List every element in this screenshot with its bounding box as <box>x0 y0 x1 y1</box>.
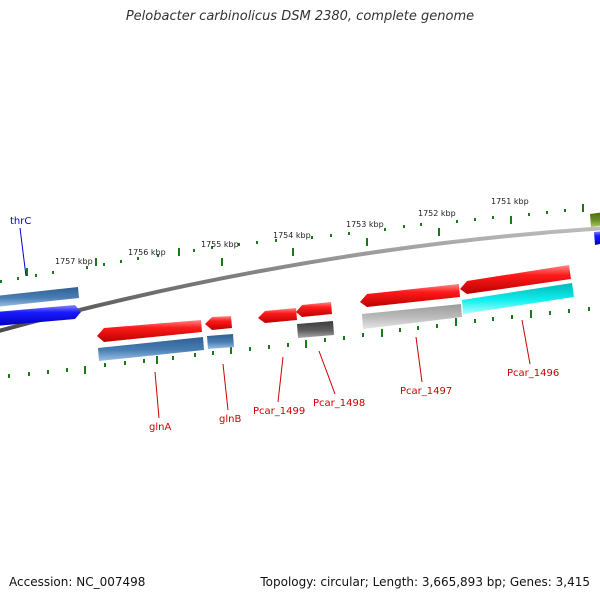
Pcar_1497-gene-feature <box>360 284 460 307</box>
gene-label-glnA: glnA <box>149 422 171 433</box>
glnA-steel-feature <box>98 337 204 361</box>
Pcar_1498-leader <box>318 350 336 395</box>
outer-tick-ring <box>0 204 584 283</box>
genome-backbone <box>0 226 600 333</box>
gene-label-Pcar_1496: Pcar_1496 <box>507 368 559 379</box>
Pcar_1498-dark-feature <box>297 321 334 338</box>
accession-text: Accession: NC_007498 <box>9 575 146 589</box>
gene-label-Pcar_1498: Pcar_1498 <box>313 398 365 409</box>
reverse-features <box>0 231 600 361</box>
glnA-gene-feature <box>97 320 202 342</box>
gene-label-Pcar_1499: Pcar_1499 <box>253 406 305 417</box>
glnB-leader <box>222 363 229 411</box>
Pcar_1496-cyan-feature <box>462 283 574 314</box>
scale-label-1755: 1755 kbp <box>201 240 239 249</box>
glnB-gene-feature <box>205 316 232 330</box>
scale-label-1752: 1752 kbp <box>418 209 456 218</box>
Pcar_1497-leader <box>415 336 423 383</box>
gene-label-Pcar_1497: Pcar_1497 <box>400 386 452 397</box>
glnA-leader <box>154 371 160 419</box>
inner-tick-ring <box>8 307 590 378</box>
scale-label-1751: 1751 kbp <box>491 197 529 206</box>
blue-reverse-gene-feature-2 <box>594 231 600 245</box>
olive-gene-feature <box>590 212 600 227</box>
Pcar_1499-gene-feature <box>258 308 297 323</box>
thrC-leader <box>19 227 27 277</box>
scale-label-1753: 1753 kbp <box>346 220 384 229</box>
genome-summary-text: Topology: circular; Length: 3,665,893 bp… <box>260 575 590 589</box>
Pcar_1499-leader <box>277 356 284 403</box>
scale-label-1756: 1756 kbp <box>128 248 166 257</box>
map-title: Pelobacter carbinolicus DSM 2380, comple… <box>125 9 475 24</box>
scale-label-1757: 1757 kbp <box>55 257 93 266</box>
blue-reverse-gene-feature <box>0 305 81 326</box>
Pcar_1496-gene-feature <box>460 265 571 294</box>
Pcar_1496-leader <box>521 319 531 365</box>
glnB-steel-feature <box>207 334 234 349</box>
scale-label-1754: 1754 kbp <box>273 231 311 240</box>
thrC-gene-feature <box>0 287 79 307</box>
Pcar_1497-gray-feature <box>362 304 462 329</box>
Pcar_1498-gene-feature <box>296 302 332 317</box>
gene-label-thrC: thrC <box>10 216 31 227</box>
gene-label-glnB: glnB <box>219 414 241 425</box>
forward-features <box>0 212 600 307</box>
